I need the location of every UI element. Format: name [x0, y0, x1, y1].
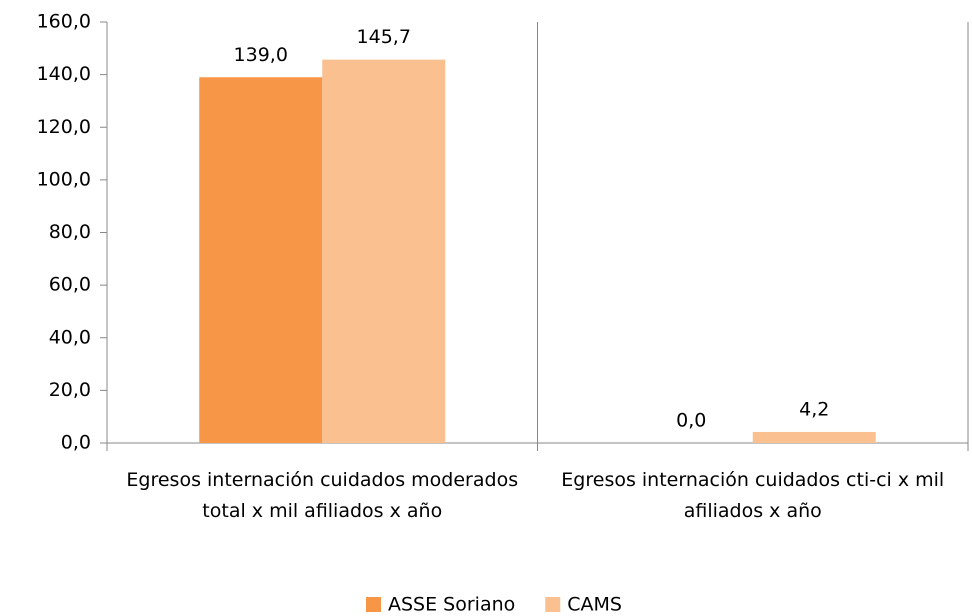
bar: [322, 59, 446, 443]
y-tick-label: 140,0: [37, 63, 91, 85]
y-tick-label: 160,0: [37, 11, 91, 33]
y-tick-label: 40,0: [49, 326, 91, 348]
y-tick-label: 0,0: [61, 432, 91, 454]
y-tick-label: 100,0: [37, 168, 91, 190]
y-tick-label: 120,0: [37, 116, 91, 138]
y-tick-label: 60,0: [49, 274, 91, 296]
x-tick-label: Egresos internación cuidados cti-ci x mi…: [561, 469, 945, 522]
value-label: 0,0: [676, 410, 706, 432]
bar: [199, 77, 323, 443]
x-tick-label: Egresos internación cuidados moderados t…: [126, 469, 519, 522]
legend-swatch: [366, 597, 381, 612]
y-tick-label: 20,0: [49, 379, 91, 401]
value-label: 139,0: [234, 44, 288, 66]
legend-swatch: [545, 597, 561, 612]
bar: [752, 431, 876, 443]
legend-label: ASSE Soriano: [388, 594, 515, 616]
legend-label: CAMS: [567, 594, 622, 616]
y-tick-label: 80,0: [49, 221, 91, 243]
value-label: 145,7: [357, 26, 411, 48]
value-label: 4,2: [799, 398, 829, 420]
